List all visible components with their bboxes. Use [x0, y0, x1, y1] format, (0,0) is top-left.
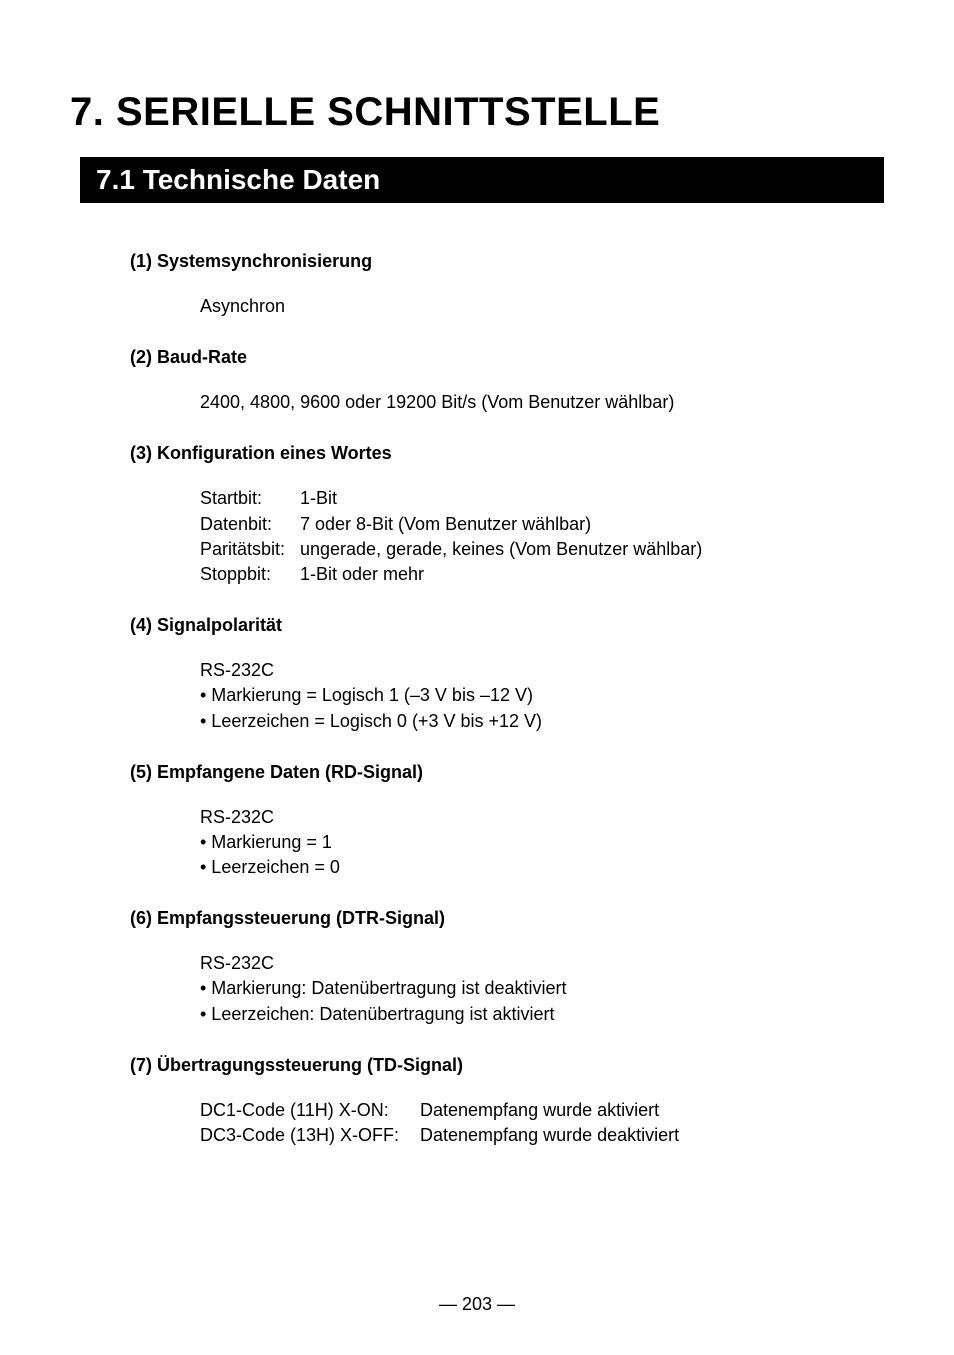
section-title-bar: 7.1 Technische Daten [70, 157, 884, 203]
def-label: Paritätsbit: [200, 537, 300, 562]
def-value: 7 oder 8-Bit (Vom Benutzer wählbar) [300, 512, 591, 537]
def-value: 1-Bit [300, 486, 337, 511]
body-line: • Markierung = Logisch 1 (–3 V bis –12 V… [200, 683, 884, 708]
item-body: DC1-Code (11H) X-ON: Datenempfang wurde … [200, 1098, 884, 1148]
content-body: (1) Systemsynchronisierung Asynchron (2)… [70, 251, 884, 1148]
td-value: Datenempfang wurde deaktiviert [420, 1123, 679, 1148]
def-label: Startbit: [200, 486, 300, 511]
item-body: 2400, 4800, 9600 oder 19200 Bit/s (Vom B… [200, 390, 884, 415]
body-line: 2400, 4800, 9600 oder 19200 Bit/s (Vom B… [200, 390, 884, 415]
td-label: DC3-Code (13H) X-OFF: [200, 1123, 420, 1148]
page-number: — 203 — [0, 1294, 954, 1315]
td-value: Datenempfang wurde aktiviert [420, 1098, 659, 1123]
definition-row: Datenbit: 7 oder 8-Bit (Vom Benutzer wäh… [200, 512, 884, 537]
item-heading: (2) Baud-Rate [130, 347, 884, 368]
body-line: Asynchron [200, 294, 884, 319]
body-line: • Leerzeichen = 0 [200, 855, 884, 880]
item-heading: (5) Empfangene Daten (RD-Signal) [130, 762, 884, 783]
body-line: • Markierung = 1 [200, 830, 884, 855]
def-value: ungerade, gerade, keines (Vom Benutzer w… [300, 537, 702, 562]
body-line: • Markierung: Datenübertragung ist deakt… [200, 976, 884, 1001]
item-heading: (7) Übertragungssteuerung (TD-Signal) [130, 1055, 884, 1076]
def-value: 1-Bit oder mehr [300, 562, 424, 587]
td-row: DC1-Code (11H) X-ON: Datenempfang wurde … [200, 1098, 884, 1123]
item-body: Asynchron [200, 294, 884, 319]
body-line: RS-232C [200, 658, 884, 683]
item-body: RS-232C • Markierung = 1 • Leerzeichen =… [200, 805, 884, 881]
td-row: DC3-Code (13H) X-OFF: Datenempfang wurde… [200, 1123, 884, 1148]
definition-row: Stoppbit: 1-Bit oder mehr [200, 562, 884, 587]
item-heading: (6) Empfangssteuerung (DTR-Signal) [130, 908, 884, 929]
body-line: • Leerzeichen: Datenübertragung ist akti… [200, 1002, 884, 1027]
def-label: Stoppbit: [200, 562, 300, 587]
item-body: RS-232C • Markierung: Datenübertragung i… [200, 951, 884, 1027]
chapter-title: 7. SERIELLE SCHNITTSTELLE [70, 90, 884, 135]
def-label: Datenbit: [200, 512, 300, 537]
item-heading: (4) Signalpolarität [130, 615, 884, 636]
td-label: DC1-Code (11H) X-ON: [200, 1098, 420, 1123]
item-heading: (3) Konfiguration eines Wortes [130, 443, 884, 464]
section-title: 7.1 Technische Daten [96, 164, 380, 195]
body-line: RS-232C [200, 805, 884, 830]
item-body: Startbit: 1-Bit Datenbit: 7 oder 8-Bit (… [200, 486, 884, 587]
item-heading: (1) Systemsynchronisierung [130, 251, 884, 272]
body-line: RS-232C [200, 951, 884, 976]
body-line: • Leerzeichen = Logisch 0 (+3 V bis +12 … [200, 709, 884, 734]
item-body: RS-232C • Markierung = Logisch 1 (–3 V b… [200, 658, 884, 734]
definition-row: Startbit: 1-Bit [200, 486, 884, 511]
definition-row: Paritätsbit: ungerade, gerade, keines (V… [200, 537, 884, 562]
